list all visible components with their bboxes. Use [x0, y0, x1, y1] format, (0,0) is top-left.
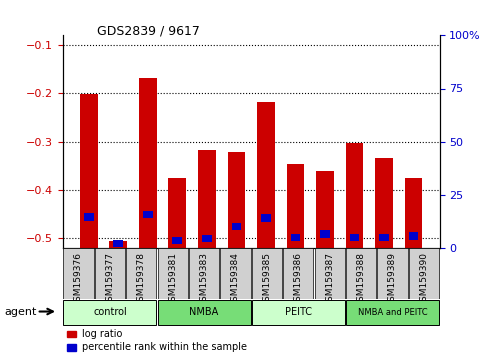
Text: GSM159381: GSM159381 — [168, 252, 177, 307]
FancyBboxPatch shape — [63, 299, 156, 325]
Bar — [227, 152, 245, 248]
Bar — [110, 241, 127, 248]
FancyBboxPatch shape — [189, 248, 219, 299]
Bar — [84, 213, 94, 221]
FancyBboxPatch shape — [63, 248, 94, 299]
Text: GSM159384: GSM159384 — [231, 252, 240, 307]
FancyBboxPatch shape — [377, 248, 408, 299]
Bar — [231, 223, 242, 230]
Text: log ratio: log ratio — [82, 329, 122, 339]
Text: GDS2839 / 9617: GDS2839 / 9617 — [97, 25, 199, 38]
Bar — [139, 78, 156, 248]
Bar — [320, 230, 330, 238]
FancyBboxPatch shape — [346, 299, 439, 325]
Bar — [405, 178, 423, 248]
Text: NMBA: NMBA — [189, 307, 219, 318]
Bar — [375, 159, 393, 248]
Text: percentile rank within the sample: percentile rank within the sample — [82, 342, 247, 352]
Text: GSM159389: GSM159389 — [388, 252, 397, 307]
Bar — [291, 234, 300, 241]
Bar — [346, 143, 363, 248]
Text: GSM159378: GSM159378 — [137, 252, 146, 307]
Text: GSM159386: GSM159386 — [294, 252, 303, 307]
Text: agent: agent — [5, 307, 37, 317]
Bar — [257, 102, 275, 248]
FancyBboxPatch shape — [409, 248, 439, 299]
FancyBboxPatch shape — [252, 299, 345, 325]
Text: control: control — [93, 307, 127, 318]
Bar — [67, 331, 76, 337]
Text: GSM159390: GSM159390 — [419, 252, 428, 307]
Bar — [316, 171, 334, 248]
FancyBboxPatch shape — [157, 299, 251, 325]
FancyBboxPatch shape — [346, 248, 376, 299]
Bar — [169, 178, 186, 248]
Bar — [198, 150, 216, 248]
Bar — [80, 94, 98, 248]
Text: NMBA and PEITC: NMBA and PEITC — [357, 308, 427, 317]
Bar — [379, 234, 389, 241]
Text: GSM159376: GSM159376 — [74, 252, 83, 307]
Text: PEITC: PEITC — [285, 307, 312, 318]
Text: GSM159383: GSM159383 — [199, 252, 209, 307]
FancyBboxPatch shape — [314, 248, 345, 299]
Bar — [143, 211, 153, 218]
Text: GSM159377: GSM159377 — [105, 252, 114, 307]
Bar — [67, 344, 76, 350]
FancyBboxPatch shape — [157, 248, 188, 299]
Bar — [409, 233, 418, 240]
Text: GSM159385: GSM159385 — [262, 252, 271, 307]
FancyBboxPatch shape — [95, 248, 125, 299]
Bar — [286, 164, 304, 248]
Bar — [172, 237, 182, 244]
Bar — [350, 234, 359, 241]
Bar — [261, 215, 271, 222]
Text: GSM159388: GSM159388 — [356, 252, 366, 307]
FancyBboxPatch shape — [220, 248, 251, 299]
FancyBboxPatch shape — [126, 248, 156, 299]
Bar — [114, 240, 123, 247]
Bar — [202, 235, 212, 242]
FancyBboxPatch shape — [283, 248, 313, 299]
Text: GSM159387: GSM159387 — [325, 252, 334, 307]
FancyBboxPatch shape — [252, 248, 282, 299]
